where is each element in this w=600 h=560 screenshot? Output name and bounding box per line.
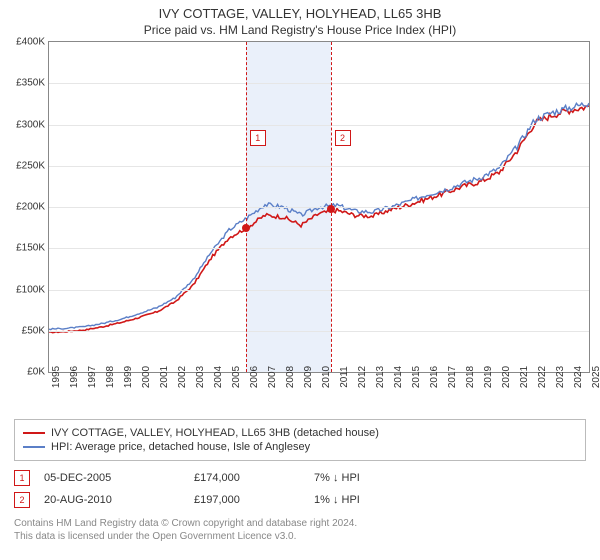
x-tick-label: 2008 [285,366,296,388]
gridline-h [49,331,589,332]
sale-dot-icon [242,224,250,232]
gridline-h [49,166,589,167]
x-tick-label: 1998 [105,366,116,388]
sale-date: 05-DEC-2005 [44,472,194,484]
x-tick-label: 1997 [87,366,98,388]
gridline-h [49,125,589,126]
chart-title: IVY COTTAGE, VALLEY, HOLYHEAD, LL65 3HB [0,0,600,21]
x-tick-label: 2005 [231,366,242,388]
gridline-h [49,290,589,291]
legend-label-hpi: HPI: Average price, detached house, Isle… [51,441,310,453]
marker-label-box: 2 [335,130,351,146]
x-tick-label: 2001 [159,366,170,388]
x-tick-label: 2013 [375,366,386,388]
sale-price: £174,000 [194,472,314,484]
footer-attribution: Contains HM Land Registry data © Crown c… [14,517,586,543]
legend-swatch-hpi [23,446,45,448]
x-tick-label: 1996 [69,366,80,388]
x-tick-label: 2010 [321,366,332,388]
legend-label-property: IVY COTTAGE, VALLEY, HOLYHEAD, LL65 3HB … [51,427,379,439]
sale-price: £197,000 [194,494,314,506]
sales-row: 1 05-DEC-2005 £174,000 7% ↓ HPI [14,467,586,489]
x-tick-label: 1995 [51,366,62,388]
x-tick-label: 2021 [519,366,530,388]
marker-label-box: 1 [250,130,266,146]
legend-swatch-property [23,432,45,434]
legend-item-property: IVY COTTAGE, VALLEY, HOLYHEAD, LL65 3HB … [23,426,577,440]
x-tick-label: 2012 [357,366,368,388]
x-tick-label: 2006 [249,366,260,388]
y-tick-label: £300K [16,119,45,130]
y-tick-label: £350K [16,78,45,89]
x-tick-label: 2020 [501,366,512,388]
x-tick-label: 2018 [465,366,476,388]
x-tick-label: 2017 [447,366,458,388]
series-line-property [49,106,589,333]
x-tick-label: 2000 [141,366,152,388]
x-tick-label: 2007 [267,366,278,388]
y-tick-label: £150K [16,243,45,254]
sale-date: 20-AUG-2010 [44,494,194,506]
chart-plot-area: £0K£50K£100K£150K£200K£250K£300K£350K£40… [48,41,590,373]
gridline-h [49,207,589,208]
sale-marker-icon: 1 [14,470,30,486]
x-tick-label: 2015 [411,366,422,388]
x-tick-label: 2011 [339,366,350,388]
sale-hpi-delta: 1% ↓ HPI [314,494,434,506]
x-tick-label: 2024 [573,366,584,388]
y-tick-label: £200K [16,202,45,213]
sales-table: 1 05-DEC-2005 £174,000 7% ↓ HPI 2 20-AUG… [14,467,586,511]
y-tick-label: £100K [16,284,45,295]
x-tick-label: 2009 [303,366,314,388]
sale-dot-icon [327,205,335,213]
x-tick-label: 2003 [195,366,206,388]
legend-item-hpi: HPI: Average price, detached house, Isle… [23,440,577,454]
footer-line: Contains HM Land Registry data © Crown c… [14,517,586,530]
footer-line: This data is licensed under the Open Gov… [14,530,586,543]
sales-row: 2 20-AUG-2010 £197,000 1% ↓ HPI [14,489,586,511]
legend-box: IVY COTTAGE, VALLEY, HOLYHEAD, LL65 3HB … [14,419,586,461]
gridline-h [49,248,589,249]
x-tick-label: 2002 [177,366,188,388]
x-tick-label: 2023 [555,366,566,388]
chart-container: IVY COTTAGE, VALLEY, HOLYHEAD, LL65 3HB … [0,0,600,560]
series-line-hpi [49,103,589,330]
gridline-h [49,83,589,84]
y-tick-label: £400K [16,37,45,48]
x-tick-label: 2025 [591,366,600,388]
x-tick-label: 2022 [537,366,548,388]
x-tick-label: 2004 [213,366,224,388]
x-tick-label: 2019 [483,366,494,388]
x-tick-label: 1999 [123,366,134,388]
chart-subtitle: Price paid vs. HM Land Registry's House … [0,21,600,41]
y-tick-label: £50K [22,325,45,336]
x-tick-label: 2016 [429,366,440,388]
x-axis-labels: 1995199619971998199920002001200220032004… [48,373,590,409]
sale-hpi-delta: 7% ↓ HPI [314,472,434,484]
sale-marker-icon: 2 [14,492,30,508]
x-tick-label: 2014 [393,366,404,388]
y-tick-label: £250K [16,160,45,171]
y-tick-label: £0K [27,367,45,378]
marker-line [246,42,247,372]
